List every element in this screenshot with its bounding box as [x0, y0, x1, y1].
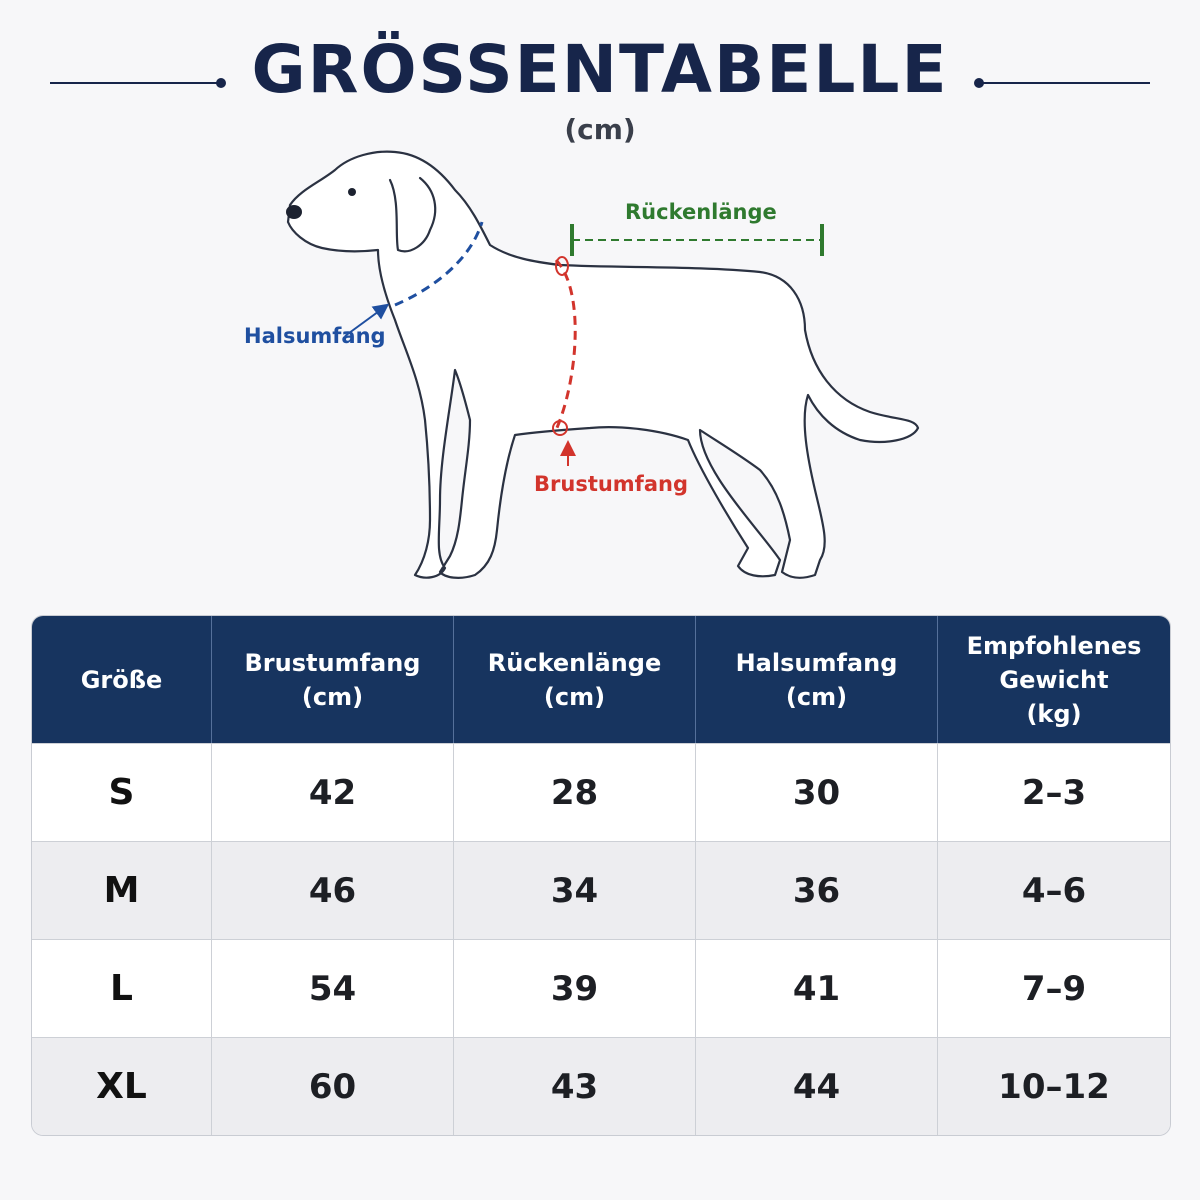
header-chest: Brustumfang (cm) — [212, 616, 454, 743]
back-length-label: Rückenlänge — [625, 200, 777, 224]
unit-label: (cm) — [564, 113, 636, 146]
cell-chest: 60 — [212, 1037, 454, 1135]
neck-arrow — [344, 303, 390, 337]
cell-size: L — [32, 939, 212, 1037]
cell-size: M — [32, 841, 212, 939]
title-rule-right — [980, 82, 1150, 84]
neck-label: Halsumfang — [244, 324, 386, 348]
header-size: Größe — [32, 616, 212, 743]
cell-chest: 54 — [212, 939, 454, 1037]
table-row: XL 60 43 44 10–12 — [32, 1037, 1170, 1135]
header-neck: Halsumfang (cm) — [696, 616, 938, 743]
cell-weight: 2–3 — [938, 743, 1170, 841]
table-row: M 46 34 36 4–6 — [32, 841, 1170, 939]
cell-weight: 4–6 — [938, 841, 1170, 939]
title-dot-left — [216, 78, 226, 88]
cell-size: S — [32, 743, 212, 841]
dog-nose — [286, 205, 302, 219]
cell-back-length: 34 — [454, 841, 696, 939]
cell-neck: 36 — [696, 841, 938, 939]
cell-neck: 41 — [696, 939, 938, 1037]
cell-back-length: 39 — [454, 939, 696, 1037]
dog-measurement-illustration — [286, 150, 920, 579]
cell-size: XL — [32, 1037, 212, 1135]
title-dot-right — [974, 78, 984, 88]
chest-label: Brustumfang — [534, 472, 688, 496]
cell-chest: 46 — [212, 841, 454, 939]
cell-back-length: 28 — [454, 743, 696, 841]
header-weight: Empfohlenes Gewicht (kg) — [938, 616, 1170, 743]
cell-chest: 42 — [212, 743, 454, 841]
title-rule-left — [50, 82, 220, 84]
dog-outline — [286, 150, 920, 579]
table-header-row: Größe Brustumfang (cm) Rückenlänge (cm) Ha… — [32, 616, 1170, 743]
dog-eye — [348, 188, 356, 196]
table-row: L 54 39 41 7–9 — [32, 939, 1170, 1037]
header-back-length: Rückenlänge (cm) — [454, 616, 696, 743]
size-table: Größe Brustumfang (cm) Rückenlänge (cm) Ha… — [31, 615, 1171, 1136]
page-title: GRÖSSENTABELLE — [251, 31, 949, 108]
cell-back-length: 43 — [454, 1037, 696, 1135]
cell-weight: 10–12 — [938, 1037, 1170, 1135]
cell-weight: 7–9 — [938, 939, 1170, 1037]
table-row: S 42 28 30 2–3 — [32, 743, 1170, 841]
neck-measure-line — [394, 221, 484, 307]
cell-neck: 30 — [696, 743, 938, 841]
cell-neck: 44 — [696, 1037, 938, 1135]
